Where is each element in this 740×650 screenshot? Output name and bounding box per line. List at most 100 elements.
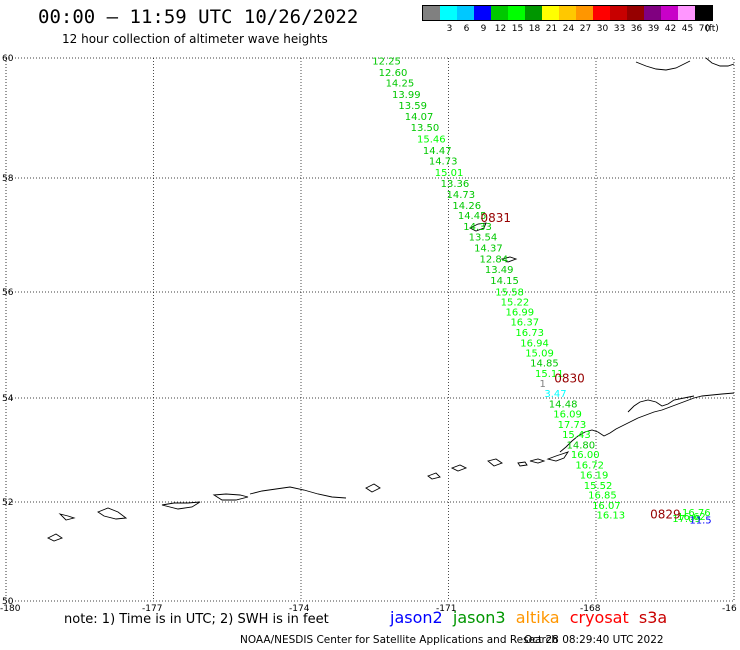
swh-label: 14.25 bbox=[386, 79, 415, 90]
lon-tick-label: -171 bbox=[436, 604, 456, 614]
lon-tick-label: -16 bbox=[722, 604, 737, 614]
swh-label: 14.73 bbox=[447, 190, 476, 201]
altimeter-track: 12.2512.6014.2513.9913.5914.0713.5015.46… bbox=[372, 56, 711, 526]
legend-tick-label: 33 bbox=[613, 24, 626, 34]
lon-tick-label: -180 bbox=[0, 604, 21, 614]
fox-islands bbox=[517, 458, 546, 467]
color-legend: 3 6 9 12 15 18 21 24 27 30 33 36 39 42 45 70 (ft) bbox=[422, 5, 719, 35]
footer-note: note: 1) Time is in UTC; 2) SWH is in fe… bbox=[64, 612, 329, 627]
satellite-name: altika bbox=[515, 608, 570, 627]
swh-label: 17.73 bbox=[558, 420, 587, 431]
alaska-peninsula-coast bbox=[559, 392, 735, 453]
unalaska-island bbox=[546, 451, 570, 462]
swh-label: 14.73 bbox=[429, 157, 458, 168]
satellite-name: jason2 bbox=[390, 608, 453, 627]
swh-label: 13.36 bbox=[441, 179, 470, 190]
graticule bbox=[6, 58, 734, 601]
swh-label: 15.43 bbox=[562, 430, 591, 441]
swh-label: 16.62 bbox=[677, 512, 706, 523]
legend-swatch bbox=[542, 6, 559, 20]
legend-tick-label: 3 bbox=[446, 24, 453, 34]
swh-label: 13.54 bbox=[469, 233, 498, 244]
swh-label: 16.94 bbox=[520, 338, 549, 349]
st-george-island bbox=[500, 256, 518, 263]
time-mark-label: 0829 bbox=[650, 507, 681, 521]
map-subtitle: 12 hour collection of altimeter wave hei… bbox=[62, 32, 328, 46]
swh-label: 16.73 bbox=[515, 328, 544, 339]
legend-swatch bbox=[644, 6, 661, 20]
swh-label: 15.01 bbox=[435, 168, 464, 179]
islands-of-four-mountains bbox=[487, 458, 503, 467]
nunivak-island bbox=[635, 60, 691, 71]
map-title: 00:00 – 11:59 UTC 10/26/2022 bbox=[38, 6, 359, 28]
swh-label: 13.49 bbox=[485, 265, 514, 276]
legend-tick-label: 12 bbox=[494, 24, 507, 34]
legend-swatches bbox=[422, 5, 713, 21]
swh-label: 16.13 bbox=[596, 510, 625, 521]
swh-label: 1 bbox=[539, 379, 545, 390]
legend-swatch bbox=[661, 6, 678, 20]
legend-tick-label: 9 bbox=[480, 24, 487, 34]
legend-tick-label: 45 bbox=[681, 24, 694, 34]
legend-swatch bbox=[593, 6, 610, 20]
legend-tick-label: 21 bbox=[545, 24, 558, 34]
swh-label: 12.84 bbox=[479, 254, 508, 265]
legend-swatch bbox=[627, 6, 644, 20]
legend-swatch bbox=[610, 6, 627, 20]
swh-label: 14.80 bbox=[567, 440, 596, 451]
coastline bbox=[46, 57, 735, 542]
legend-unit: (ft) bbox=[705, 24, 719, 34]
swh-label: 15.46 bbox=[417, 134, 446, 145]
swh-label: 16.09 bbox=[553, 410, 582, 421]
satellite-name: s3a bbox=[638, 608, 668, 627]
swh-label: 14.47 bbox=[423, 146, 452, 157]
legend-swatch bbox=[525, 6, 542, 20]
generation-timestamp: Oct 28 08:29:40 UTC 2022 bbox=[524, 634, 664, 646]
legend-tick-label: 39 bbox=[647, 24, 660, 34]
lat-tick-label: 50 bbox=[2, 597, 14, 607]
swh-label: 14.33 bbox=[463, 222, 492, 233]
time-mark-label: 0830 bbox=[554, 371, 585, 385]
lon-tick-label: -177 bbox=[142, 604, 162, 614]
lat-tick-label: 56 bbox=[2, 288, 14, 298]
swh-label: 15.09 bbox=[525, 348, 554, 359]
kiska-island bbox=[212, 493, 249, 501]
swh-label: 11.5 bbox=[689, 515, 711, 526]
legend-swatch bbox=[491, 6, 508, 20]
satellite-name: cryosat bbox=[569, 608, 639, 627]
legend-tick-label: 27 bbox=[579, 24, 592, 34]
swh-label: 3.47 bbox=[544, 389, 566, 400]
legend-tick-label: 15 bbox=[511, 24, 524, 34]
swh-label: 14.37 bbox=[474, 244, 503, 255]
alaska-peninsula-coast-north bbox=[627, 395, 695, 413]
time-mark-label: 0831 bbox=[480, 211, 511, 225]
legend-swatch bbox=[457, 6, 474, 20]
swh-label: 12.25 bbox=[372, 56, 401, 67]
swh-label: 16.99 bbox=[506, 308, 535, 319]
swh-label: 14.07 bbox=[405, 112, 434, 123]
adak-island bbox=[427, 472, 441, 480]
swh-label: 15.58 bbox=[495, 287, 524, 298]
swh-label: 15.22 bbox=[501, 298, 530, 309]
satellite-legend: jason2 jason3 altika cryosat s3a bbox=[390, 608, 667, 627]
swh-label: 14.15 bbox=[490, 276, 519, 287]
swh-label: 16.00 bbox=[571, 450, 600, 461]
swh-label: 15.11 bbox=[535, 369, 564, 380]
legend-swatch bbox=[423, 6, 440, 20]
swh-label: 14.85 bbox=[530, 358, 559, 369]
atka-island bbox=[450, 464, 468, 472]
swh-label: 12.60 bbox=[379, 68, 408, 79]
swh-label: 14.45 bbox=[458, 211, 487, 222]
buldir-island bbox=[161, 501, 201, 510]
lat-tick-label: 52 bbox=[2, 498, 13, 508]
st-paul-island bbox=[468, 222, 487, 232]
legend-tick-label: 24 bbox=[562, 24, 575, 34]
legend-swatch bbox=[576, 6, 593, 20]
swh-label: 16.72 bbox=[575, 461, 604, 472]
legend-tick-label: 42 bbox=[664, 24, 677, 34]
map-frame bbox=[5, 57, 735, 602]
legend-swatch bbox=[559, 6, 576, 20]
legend-swatch bbox=[508, 6, 525, 20]
mainland-coast-north bbox=[705, 57, 735, 67]
